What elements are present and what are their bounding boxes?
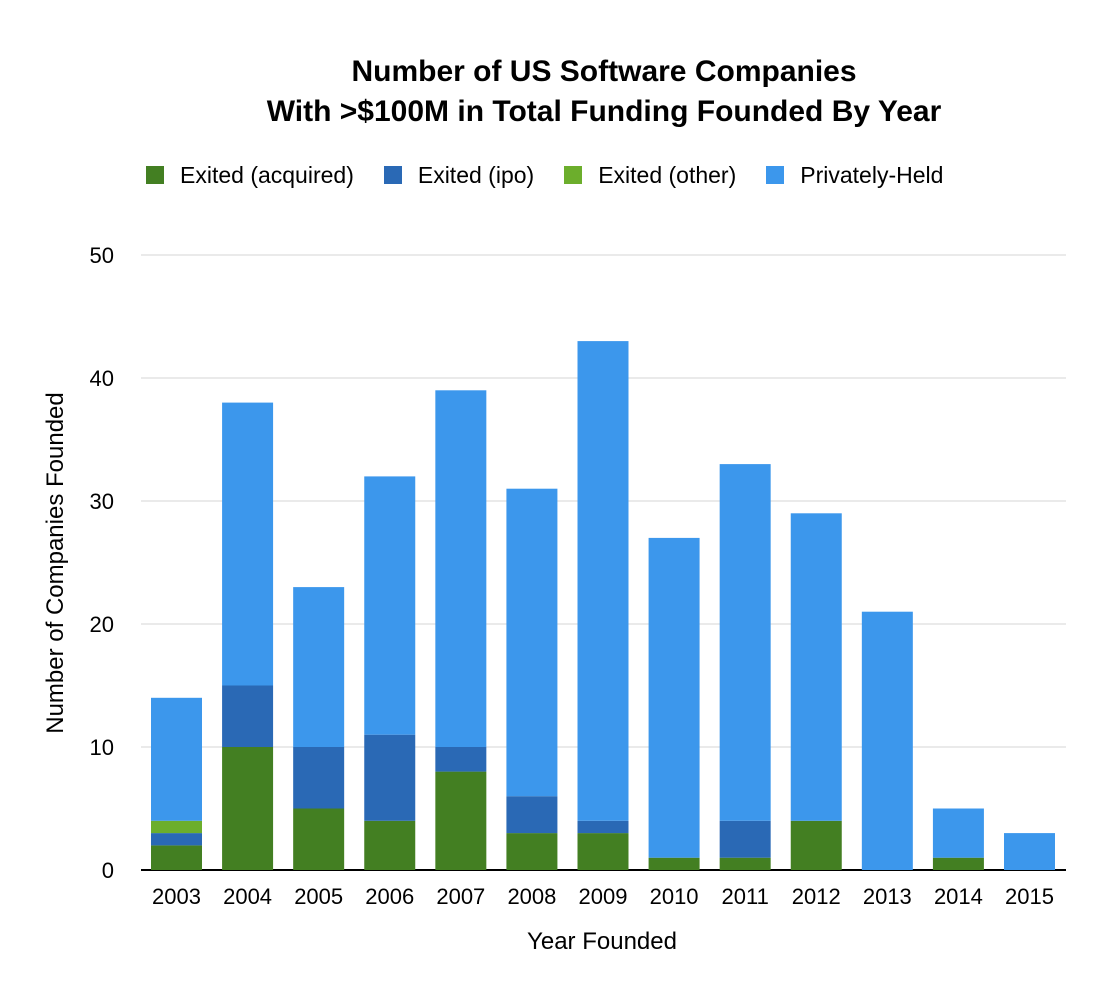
bar-segment-exited-acquired-2009	[577, 833, 629, 870]
x-tick-label: 2005	[294, 884, 343, 909]
chart-title-line-2: With >$100M in Total Funding Founded By …	[266, 95, 942, 128]
bar-segment-exited-acquired-2003	[151, 845, 202, 870]
legend-item: Exited (acquired)	[146, 162, 354, 189]
legend-item: Privately-Held	[766, 162, 943, 189]
legend-item: Exited (other)	[564, 162, 736, 189]
y-tick-label: 10	[90, 735, 114, 760]
legend-label: Exited (ipo)	[417, 161, 535, 188]
bar-segment-exited-acquired-2008	[506, 833, 558, 870]
legend-label: Exited (other)	[598, 161, 737, 188]
bar-segment-exited-acquired-2012	[790, 820, 842, 870]
bar-segment-privately-held-2007	[435, 390, 487, 747]
y-tick-label: 40	[90, 366, 114, 391]
bar-segment-privately-held-2014	[932, 808, 984, 858]
bars	[151, 341, 1055, 870]
x-tick-label: 2009	[579, 884, 628, 909]
y-axis-label: Number of Companies Founded	[42, 392, 69, 734]
legend-item: Exited (ipo)	[383, 161, 535, 189]
bar-segment-exited-ipo-2004	[222, 685, 274, 747]
bar-segment-exited-acquired-2004	[222, 747, 274, 870]
legend-swatch	[383, 166, 402, 184]
x-tick-label: 2010	[650, 884, 699, 909]
tick-labels: 0 10 20 30 40 50 2003 2004 2005 2006 2007 2008 2009 2…	[90, 243, 1054, 909]
bar-segment-exited-ipo-2003	[151, 833, 202, 846]
legend-label: Exited (acquired)	[180, 161, 354, 188]
bar-segment-exited-ipo-2008	[506, 796, 558, 834]
bar-segment-exited-ipo-2006	[364, 734, 416, 821]
bar-segment-privately-held-2006	[364, 476, 416, 735]
x-tick-label: 2012	[792, 884, 841, 909]
y-tick-label: 50	[90, 243, 114, 268]
bar-segment-exited-other-2003	[151, 820, 202, 834]
bar-segment-privately-held-2004	[222, 402, 274, 686]
bar-segment-exited-ipo-2005	[293, 747, 345, 809]
chart-title-line-1: Number of US Software Companies	[351, 55, 857, 88]
bar-segment-exited-acquired-2006	[364, 820, 416, 870]
x-tick-label: 2013	[863, 884, 912, 909]
bar-segment-privately-held-2011	[719, 464, 771, 821]
bar-segment-exited-acquired-2014	[932, 857, 984, 870]
bar-segment-privately-held-2015	[1004, 833, 1055, 870]
legend-swatch	[564, 166, 583, 184]
y-tick-label: 0	[102, 858, 114, 883]
bar-segment-exited-ipo-2009	[577, 820, 629, 834]
y-tick-label: 30	[90, 489, 114, 514]
chart-title: Number of US Software Companies With >$1…	[0, 52, 1112, 132]
bar-segment-privately-held-2009	[577, 341, 629, 821]
x-axis-label: Year Founded	[527, 928, 677, 955]
x-tick-label: 2008	[507, 884, 556, 909]
bar-segment-exited-ipo-2007	[435, 747, 487, 772]
x-tick-label: 2015	[1005, 884, 1054, 909]
x-tick-label: 2011	[722, 884, 769, 909]
bar-segment-exited-acquired-2007	[435, 771, 487, 870]
y-tick-label: 20	[90, 612, 114, 637]
bar-segment-exited-acquired-2005	[293, 808, 345, 870]
bar-segment-privately-held-2005	[293, 587, 345, 747]
x-tick-label: 2006	[365, 884, 414, 909]
x-tick-label: 2014	[934, 884, 983, 909]
bar-segment-privately-held-2008	[506, 488, 558, 797]
bar-segment-exited-acquired-2011	[719, 857, 771, 870]
bar-segment-privately-held-2010	[648, 537, 700, 858]
legend: Exited (acquired) Exited (ipo) Exited (oth…	[146, 160, 973, 190]
bar-segment-exited-acquired-2010	[648, 857, 700, 870]
legend-swatch	[146, 166, 164, 184]
x-tick-label: 2003	[152, 884, 201, 909]
legend-label: Privately-Held	[800, 161, 944, 188]
bar-segment-privately-held-2013	[861, 611, 913, 870]
bar-segment-exited-ipo-2011	[719, 820, 771, 858]
legend-swatch	[766, 166, 785, 184]
bar-segment-privately-held-2003	[151, 697, 202, 821]
bar-segment-privately-held-2012	[790, 513, 842, 821]
x-tick-label: 2004	[223, 884, 272, 909]
x-tick-label: 2007	[436, 884, 485, 909]
